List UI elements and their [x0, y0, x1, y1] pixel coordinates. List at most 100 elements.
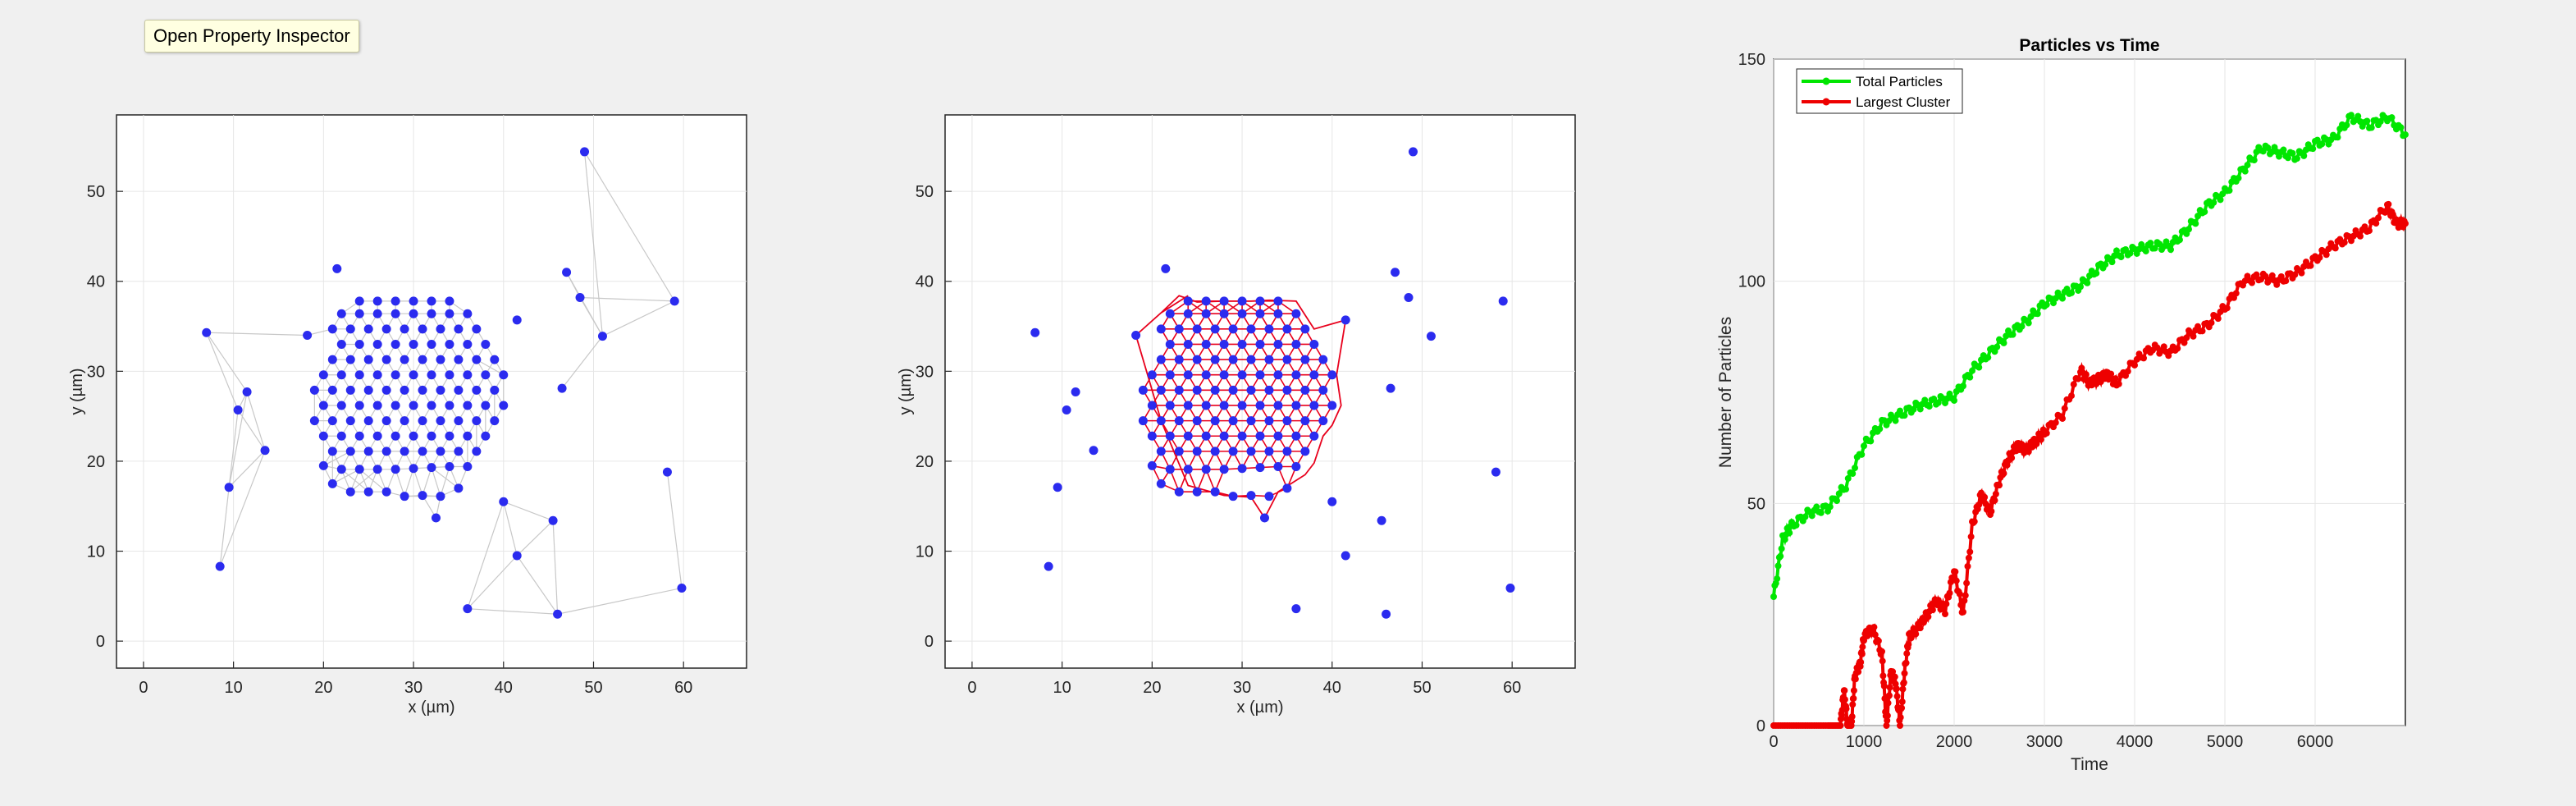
particle-point	[391, 465, 400, 474]
triangulation-edge	[359, 469, 387, 492]
particle-point	[1309, 401, 1319, 410]
particle-point	[1309, 370, 1319, 380]
series-marker	[1876, 425, 1884, 433]
series-marker	[2025, 319, 2032, 327]
series-marker	[2249, 279, 2255, 286]
y-tick-label: 40	[916, 273, 934, 291]
series-marker	[1880, 682, 1888, 689]
series-marker	[1808, 512, 1816, 520]
series-marker	[1912, 630, 1920, 638]
x-axis-label: Time	[2071, 755, 2108, 774]
series-marker	[2084, 279, 2091, 286]
particle-point	[499, 401, 509, 410]
particle-point	[1174, 487, 1184, 497]
x-tick-label: 0	[1769, 733, 1778, 751]
particle-point	[1246, 416, 1256, 426]
series-marker	[2208, 319, 2215, 327]
property-inspector-tooltip[interactable]: Open Property Inspector	[144, 20, 359, 53]
series-marker	[1870, 624, 1878, 631]
particle-point	[481, 370, 491, 380]
particle-point	[1131, 331, 1141, 341]
series-marker	[2357, 232, 2364, 240]
y-tick-label: 0	[96, 633, 105, 651]
y-tick-label: 50	[1747, 495, 1765, 513]
x-axis-label: x (µm)	[1236, 698, 1283, 717]
series-marker	[2343, 121, 2350, 129]
particle-point	[1156, 447, 1166, 456]
series-marker	[1858, 650, 1866, 657]
particle-point	[1246, 447, 1256, 456]
triangulation-edge	[516, 520, 554, 556]
particle-point	[1246, 385, 1256, 395]
series-marker	[1891, 673, 1898, 680]
triangulation-edge	[332, 469, 360, 484]
series-marker	[2214, 315, 2222, 323]
series-marker	[2108, 259, 2116, 266]
series-marker	[2176, 236, 2183, 244]
series-marker	[2124, 368, 2131, 375]
particle-point	[372, 431, 382, 441]
series-marker	[1770, 593, 1777, 601]
particle-point	[1044, 561, 1053, 571]
series-marker	[1898, 704, 1906, 712]
particle-point	[1237, 401, 1247, 410]
series-marker	[1956, 590, 1963, 598]
particle-point	[1273, 431, 1283, 441]
particles-vs-time-axes[interactable]: Particles vs Time 0 1000 2000 3000 4000 5000 6…	[1716, 36, 2409, 774]
particle-point	[553, 609, 563, 619]
series-marker	[2122, 245, 2129, 253]
particle-point	[1147, 460, 1157, 470]
particle-point	[427, 370, 436, 380]
triangulation-edge	[584, 151, 675, 302]
series-marker	[2307, 262, 2314, 269]
series-marker	[1961, 597, 1968, 604]
series-marker	[2140, 355, 2147, 362]
particle-point	[303, 331, 313, 341]
series-marker	[1934, 399, 1942, 406]
series-marker	[1850, 687, 1857, 694]
particle-point	[1201, 296, 1211, 306]
triangulation-edge	[467, 608, 558, 615]
particle-point	[1255, 339, 1265, 349]
particle-point	[463, 370, 473, 380]
particle-point	[260, 446, 270, 456]
particle-point	[1219, 339, 1229, 349]
particle-point	[409, 464, 418, 474]
triangulation-edge	[219, 450, 266, 567]
series-marker	[2061, 405, 2068, 412]
particle-point	[472, 324, 482, 334]
series-marker	[2259, 148, 2267, 155]
particle-point	[436, 385, 445, 395]
particle-point	[1327, 401, 1337, 410]
y-tick-label: 50	[916, 183, 934, 201]
particle-point	[1264, 385, 1274, 395]
particle-point	[472, 416, 482, 426]
particle-point	[418, 385, 427, 395]
particle-point	[1327, 370, 1337, 380]
particle-point	[1174, 385, 1184, 395]
triangulation-axes[interactable]: 0 10 20 30 40 50 60 0 10 20 30 40 50 x (µm) y (µm)	[68, 114, 747, 717]
particle-point	[372, 401, 382, 410]
particle-point	[1192, 487, 1202, 497]
series-marker	[1879, 657, 1886, 665]
series-marker	[1905, 641, 1912, 648]
particle-point	[363, 355, 373, 364]
particle-point	[409, 296, 418, 306]
legend[interactable]: Total Particles Largest Cluster	[1796, 68, 1963, 114]
cluster-axes[interactable]: 0 10 20 30 40 50 60 0 10 20 30 40 50 x (µm) y (µm)	[897, 114, 1576, 717]
x-tick-label: 0	[967, 679, 976, 697]
series-marker	[2366, 227, 2373, 235]
series-marker	[2309, 145, 2317, 153]
y-tick-label: 20	[87, 453, 105, 471]
particle-point	[391, 309, 400, 318]
series-marker	[2268, 272, 2276, 279]
series-marker	[2034, 310, 2041, 318]
particle-point	[327, 416, 337, 426]
particle-point	[354, 309, 364, 318]
series-marker	[2025, 448, 2032, 456]
series-marker	[2377, 118, 2384, 126]
x-tick-label: 0	[139, 679, 148, 697]
particle-point	[327, 447, 337, 456]
triangulation-edge	[431, 467, 459, 489]
series-marker	[1886, 684, 1893, 691]
